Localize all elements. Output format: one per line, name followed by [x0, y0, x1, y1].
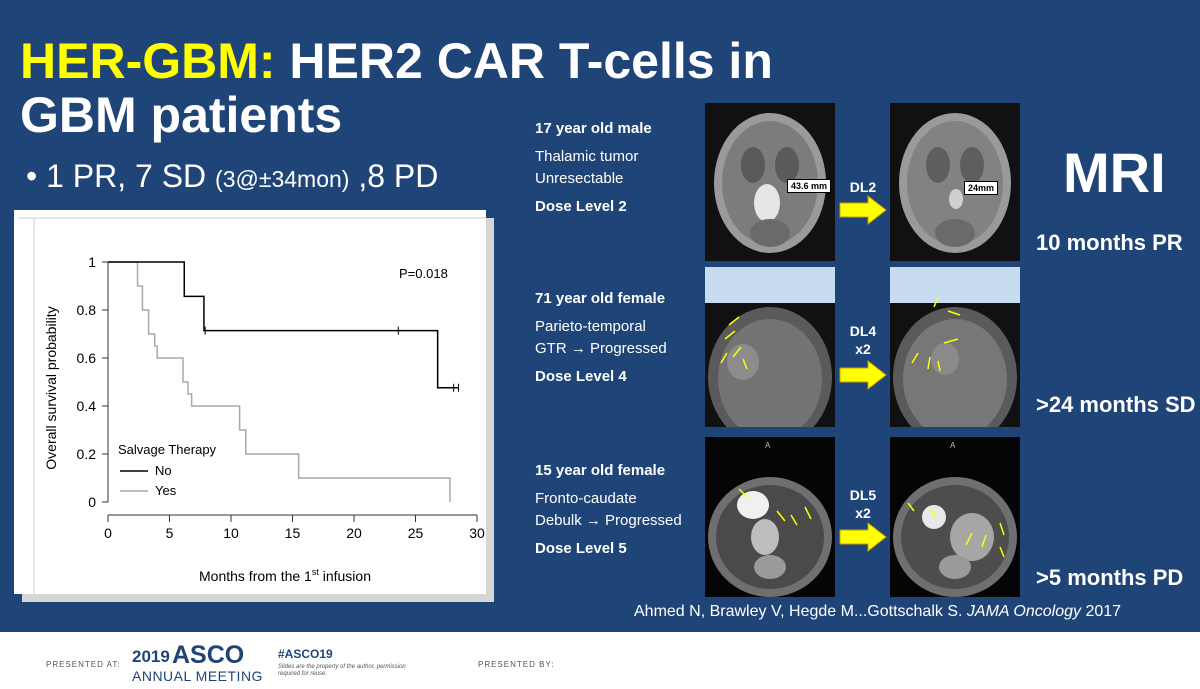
case-3-dose: Dose Level 5: [535, 540, 627, 557]
arrow-label-case2-line1: DL4: [849, 323, 877, 339]
x-tick-label: 25: [408, 525, 424, 541]
asco-logo-text: ASCO: [172, 641, 245, 669]
x-tick-label: 20: [346, 525, 362, 541]
survival-curve-no: [108, 261, 459, 389]
case-2-line1: Parieto-temporal: [535, 318, 646, 335]
fine-print: Slides are the property of the author, p…: [278, 664, 406, 677]
viewer-toolbar: [890, 267, 1020, 303]
case-1-title: 17 year old male: [535, 120, 652, 137]
outcome-case1: 10 months PR: [1036, 230, 1183, 255]
mri-heading: MRI: [1063, 141, 1166, 204]
right-arrow-icon: [839, 522, 887, 552]
y-tick-label: 1: [88, 254, 96, 270]
case-2-dose: Dose Level 4: [535, 368, 627, 385]
x-axis-label-sup: st: [312, 567, 320, 577]
mri-scan-case1-post: 24mm: [890, 103, 1020, 261]
title-line2: GBM patients: [20, 87, 343, 143]
arrow-label-case2: DL4 x2: [838, 322, 888, 358]
bullet-part1: 1 PR, 7 SD: [46, 158, 216, 194]
arrow-label-case1-line1: DL2: [849, 179, 877, 195]
x-axis-label: Months from the 1st infusion: [199, 567, 371, 584]
case-2-text: 71 year old female Parieto-temporal GTR …: [535, 288, 667, 388]
case-2-line2: GTR → Progressed: [535, 340, 667, 357]
presented-at-label: PRESENTED AT:: [46, 660, 121, 669]
x-tick-label: 10: [223, 525, 239, 541]
bullet-part2: (3@±34mon): [215, 166, 350, 192]
y-tick-label: 0: [88, 494, 96, 510]
asco-year: 2019: [132, 647, 170, 666]
case-3-title: 15 year old female: [535, 462, 666, 479]
mri-scan-case2-pre: [705, 267, 835, 427]
legend-label-yes: Yes: [155, 483, 177, 498]
presented-by-label: PRESENTED BY:: [478, 660, 555, 669]
measurement-label-post: 24mm: [964, 181, 999, 195]
legend-title: Salvage Therapy: [118, 442, 217, 457]
bullet-part3: ,8 PD: [349, 158, 439, 194]
slide: HER-GBM: HER2 CAR T-cells in GBM patients…: [0, 0, 1200, 632]
case-2-title: 71 year old female: [535, 290, 666, 307]
y-tick-label: 0.6: [77, 350, 97, 366]
case-3-line2: Debulk → Progressed: [535, 512, 682, 529]
arrow-label-case3: DL5 x2: [838, 486, 888, 522]
slide-title: HER-GBM: HER2 CAR T-cells in GBM patients: [20, 34, 773, 142]
viewer-toolbar: [705, 267, 835, 303]
case-1-line1: Thalamic tumor: [535, 148, 639, 165]
arrow-label-case3-line1: DL5: [849, 487, 877, 503]
y-tick-label: 0.4: [77, 398, 97, 414]
x-tick-label: 0: [104, 525, 112, 541]
asco-annual-meeting: ANNUAL MEETING: [132, 668, 263, 684]
orientation-marker: A: [765, 441, 771, 450]
measurement-label-pre: 43.6 mm: [787, 179, 832, 193]
results-bullet: • 1 PR, 7 SD (3@±34mon) ,8 PD: [26, 158, 438, 195]
survival-chart-card: 0 5 10 15 20 25 30 0 0.2 0.4 0.6 0.8 1 P=0.018 Overa…: [14, 210, 486, 594]
x-axis-label-main: Months from the 1: [199, 568, 312, 584]
p-value-annotation: P=0.018: [399, 266, 448, 281]
arrow-label-case1: DL2: [838, 178, 888, 196]
y-axis-label: Overall survival probability: [43, 306, 59, 469]
orientation-marker: A: [950, 441, 956, 450]
footer-bar: [0, 632, 1200, 689]
title-line1-rest: HER2 CAR T-cells in: [275, 33, 773, 89]
y-tick-label: 0.2: [77, 446, 97, 462]
bullet-marker: •: [26, 158, 38, 194]
hashtag: #ASCO19: [278, 647, 333, 661]
mri-scan-case1-pre: 43.6 mm: [705, 103, 835, 261]
case-1-dose: Dose Level 2: [535, 198, 627, 215]
arrow-label-case2-line2: x2: [855, 341, 871, 357]
survival-curve-yes: [108, 261, 451, 502]
arrow-label-case3-line2: x2: [855, 505, 871, 521]
legend-label-no: No: [155, 463, 172, 478]
mri-scan-case3-pre: A: [705, 437, 835, 597]
x-tick-label: 15: [285, 525, 301, 541]
case-1-line2: Unresectable: [535, 170, 624, 187]
x-axis-label-tail: infusion: [319, 568, 371, 584]
survival-chart: 0 5 10 15 20 25 30 0 0.2 0.4 0.6 0.8 1 P=0.018 Overa…: [18, 217, 486, 594]
case-3-line1: Fronto-caudate: [535, 490, 637, 507]
citation-authors: Ahmed N, Brawley V, Hegde M...Gottschalk…: [634, 603, 967, 620]
citation-journal: JAMA Oncology: [966, 603, 1082, 620]
case-1-text: 17 year old male Thalamic tumor Unresect…: [535, 118, 652, 218]
case-3-text: 15 year old female Fronto-caudate Debulk…: [535, 460, 682, 560]
right-arrow-icon: [839, 360, 887, 390]
y-tick-label: 0.8: [77, 302, 97, 318]
title-highlight: HER-GBM:: [20, 33, 276, 89]
x-tick-label: 30: [469, 525, 485, 541]
x-tick-label: 5: [166, 525, 174, 541]
outcome-case3: >5 months PD: [1036, 565, 1184, 590]
right-arrow-icon: [839, 195, 887, 225]
outcome-case2: >24 months SD: [1036, 392, 1196, 417]
mri-scan-case3-post: A: [890, 437, 1020, 597]
citation: Ahmed N, Brawley V, Hegde M...Gottschalk…: [634, 603, 1121, 621]
mri-scan-case2-post: [890, 267, 1020, 427]
citation-year: 2017: [1081, 603, 1122, 620]
